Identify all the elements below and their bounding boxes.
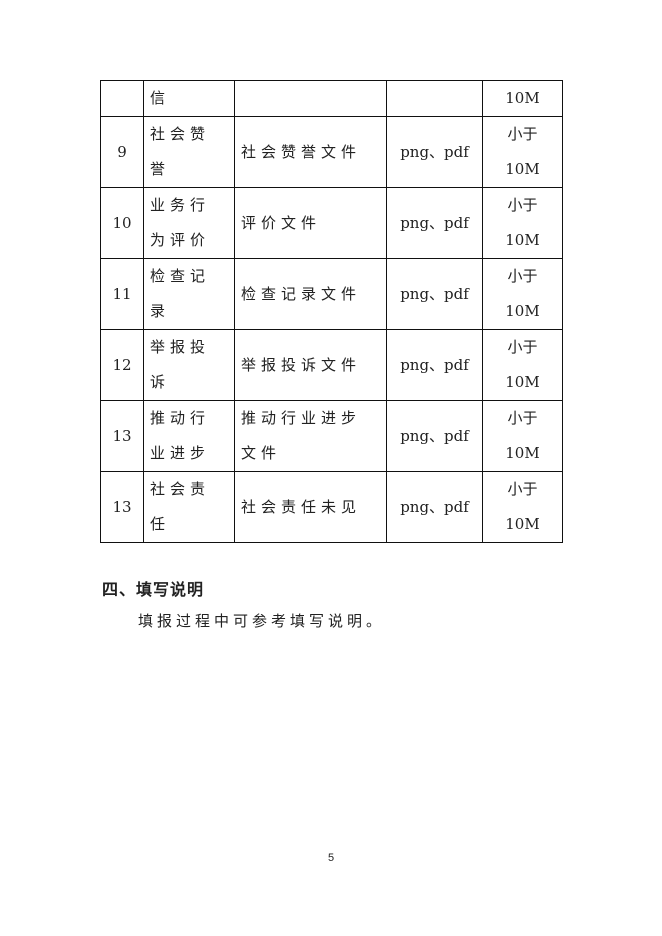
table-row: 11 检查记录 检查记录文件 png、pdf 小于 10M [100,258,563,330]
item-name: 业务行为评价 [150,196,211,249]
row-number: 13 [112,426,132,445]
file-format-cell: png、pdf [386,187,483,259]
row-number: 9 [117,142,127,161]
file-format: png、pdf [400,426,469,445]
table-row: 13 社会责任 社会责任未见 png、pdf 小于 10M [100,471,563,543]
file-size-limit-cell: 小于 10M [482,187,563,259]
item-description-cell [234,80,387,117]
row-number: 12 [112,355,132,374]
file-size-limit-cell: 小于 10M [482,116,563,188]
item-description: 检查记录文件 [241,284,362,303]
file-format: png、pdf [400,142,469,161]
item-name: 推动行业进步 [150,409,211,462]
item-name: 举报投诉 [150,338,211,391]
item-description: 社会责任未见 [241,497,362,516]
row-number-cell: 13 [100,471,144,543]
row-number: 11 [112,284,132,303]
item-name: 社会责任 [150,480,211,533]
row-number-cell: 10 [100,187,144,259]
row-number-cell: 12 [100,329,144,401]
file-size-limit: 10M [505,89,540,107]
file-format-cell: png、pdf [386,471,483,543]
file-size-limit-cell: 10M [482,80,563,117]
file-format: png、pdf [400,355,469,374]
file-size-limit: 小于 10M [505,125,540,178]
row-number: 13 [112,497,132,516]
row-number: 10 [112,213,132,232]
file-size-limit: 小于 10M [505,409,540,462]
item-description: 社会赞誉文件 [241,142,362,161]
table-row: 10 业务行为评价 评价文件 png、pdf 小于 10M [100,187,563,259]
item-description-cell: 社会责任未见 [234,471,387,543]
table-row: 12 举报投诉 举报投诉文件 png、pdf 小于 10M [100,329,563,401]
item-description: 评价文件 [241,213,322,232]
file-size-limit: 小于 10M [505,480,540,533]
file-format-cell: png、pdf [386,329,483,401]
item-name-cell: 信 [143,80,235,117]
file-format: png、pdf [400,284,469,303]
table-row: 13 推动行业进步 推动行业进步文件 png、pdf 小于 10M [100,400,563,472]
item-name-cell: 社会赞誉 [143,116,235,188]
file-size-limit: 小于 10M [505,338,540,391]
item-description-cell: 推动行业进步文件 [234,400,387,472]
section-heading: 四、填写说明 [102,580,205,599]
file-format: png、pdf [400,497,469,516]
file-size-limit: 小于 10M [505,196,540,249]
table-row: 信 10M [100,80,563,117]
file-size-limit-cell: 小于 10M [482,400,563,472]
section-paragraph: 填报过程中可参考填写说明。 [138,612,386,630]
item-description-cell: 举报投诉文件 [234,329,387,401]
item-name: 信 [150,89,171,107]
file-format-cell: png、pdf [386,258,483,330]
item-name-cell: 业务行为评价 [143,187,235,259]
item-name: 检查记录 [150,267,211,320]
item-description-cell: 评价文件 [234,187,387,259]
item-description: 举报投诉文件 [241,355,362,374]
file-size-limit-cell: 小于 10M [482,471,563,543]
file-size-limit-cell: 小于 10M [482,258,563,330]
attachment-table: 信 10M 9 社会赞誉 社会赞誉文件 png、pdf 小于 10M 10 业务行为评价 评价文件… [100,80,563,543]
page-number: 5 [327,852,335,864]
file-format: png、pdf [400,213,469,232]
file-size-limit: 小于 10M [505,267,540,320]
file-format-cell: png、pdf [386,400,483,472]
item-name-cell: 检查记录 [143,258,235,330]
row-number-cell: 11 [100,258,144,330]
row-number-cell: 13 [100,400,144,472]
file-format-cell [386,80,483,117]
row-number-cell [100,80,144,117]
item-description-cell: 检查记录文件 [234,258,387,330]
item-name-cell: 推动行业进步 [143,400,235,472]
file-size-limit-cell: 小于 10M [482,329,563,401]
item-name: 社会赞誉 [150,125,211,178]
item-description-cell: 社会赞誉文件 [234,116,387,188]
table-row: 9 社会赞誉 社会赞誉文件 png、pdf 小于 10M [100,116,563,188]
item-description: 推动行业进步文件 [241,409,362,462]
item-name-cell: 社会责任 [143,471,235,543]
item-name-cell: 举报投诉 [143,329,235,401]
file-format-cell: png、pdf [386,116,483,188]
row-number-cell: 9 [100,116,144,188]
